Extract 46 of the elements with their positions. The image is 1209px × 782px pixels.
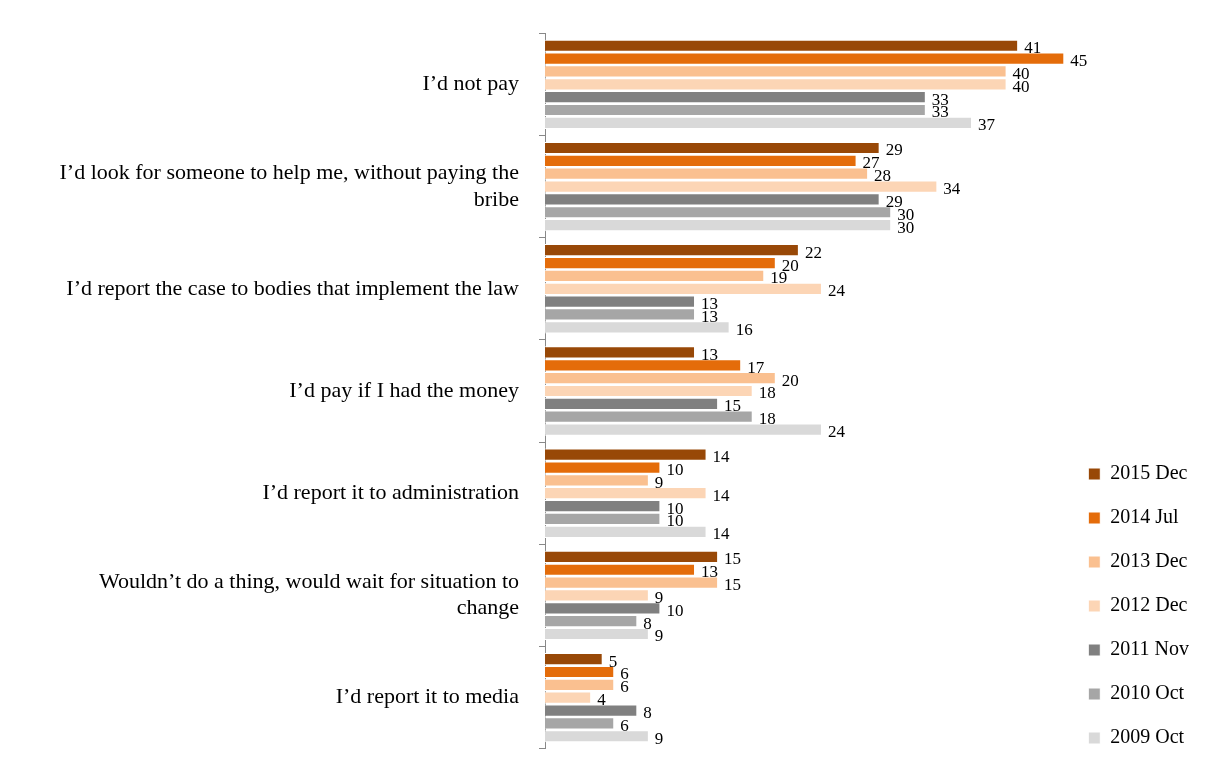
legend-label: 2010 Oct <box>1110 681 1185 704</box>
data-label: 15 <box>724 549 742 569</box>
data-label: 18 <box>758 409 776 429</box>
data-label: 14 <box>712 447 731 467</box>
legend-label: 2015 Dec <box>1110 461 1188 484</box>
data-label: 14 <box>712 524 731 544</box>
data-label: 16 <box>735 319 753 339</box>
y-tick-label: I’d not pay <box>422 70 519 96</box>
data-label: 13 <box>701 344 719 364</box>
data-label: 24 <box>827 422 846 442</box>
data-label: 8 <box>643 613 652 633</box>
y-tick-label: I’d report the case to bodies that implement the law <box>66 274 520 300</box>
y-tick-label: I’d pay if I had the money <box>289 376 519 402</box>
data-label: 9 <box>654 472 664 492</box>
legend-label: 2012 Dec <box>1110 593 1188 616</box>
data-label: 17 <box>747 357 765 377</box>
y-tick-label: I’d report it to media <box>335 683 520 709</box>
data-label: 5 <box>608 651 618 671</box>
data-label: 9 <box>654 626 664 646</box>
data-label: 14 <box>712 485 731 505</box>
y-tick-label: Wouldn’t do a thing, would wait for situation to change <box>98 568 519 620</box>
data-label: 6 <box>620 715 629 735</box>
data-label: 41 <box>1024 38 1042 58</box>
data-label: 18 <box>758 383 776 403</box>
data-label: 8 <box>643 703 652 723</box>
data-label: 10 <box>666 459 684 479</box>
legend-label: 2014 Jul <box>1110 505 1180 528</box>
y-tick-label: I’d look for someone to help me, without paying the bribe <box>59 159 519 211</box>
legend-label: 2013 Dec <box>1110 549 1188 572</box>
data-label: 37 <box>977 115 996 135</box>
data-label: 45 <box>1070 51 1088 71</box>
data-label: 20 <box>781 370 799 390</box>
data-label: 15 <box>724 396 742 416</box>
data-label: 15 <box>724 575 742 595</box>
data-label: 4 <box>597 690 607 710</box>
data-label: 9 <box>654 728 664 748</box>
data-label: 22 <box>804 242 822 262</box>
data-label: 34 <box>943 179 961 199</box>
data-label: 29 <box>885 140 903 160</box>
data-label: 24 <box>827 281 846 301</box>
data-label: 13 <box>701 562 719 582</box>
data-label: 10 <box>666 600 684 620</box>
legend-label: 2011 Nov <box>1110 637 1189 660</box>
data-label: 9 <box>654 587 664 607</box>
y-tick-label: I’d report it to administration <box>262 479 519 505</box>
legend-label: 2009 Oct <box>1110 725 1185 748</box>
